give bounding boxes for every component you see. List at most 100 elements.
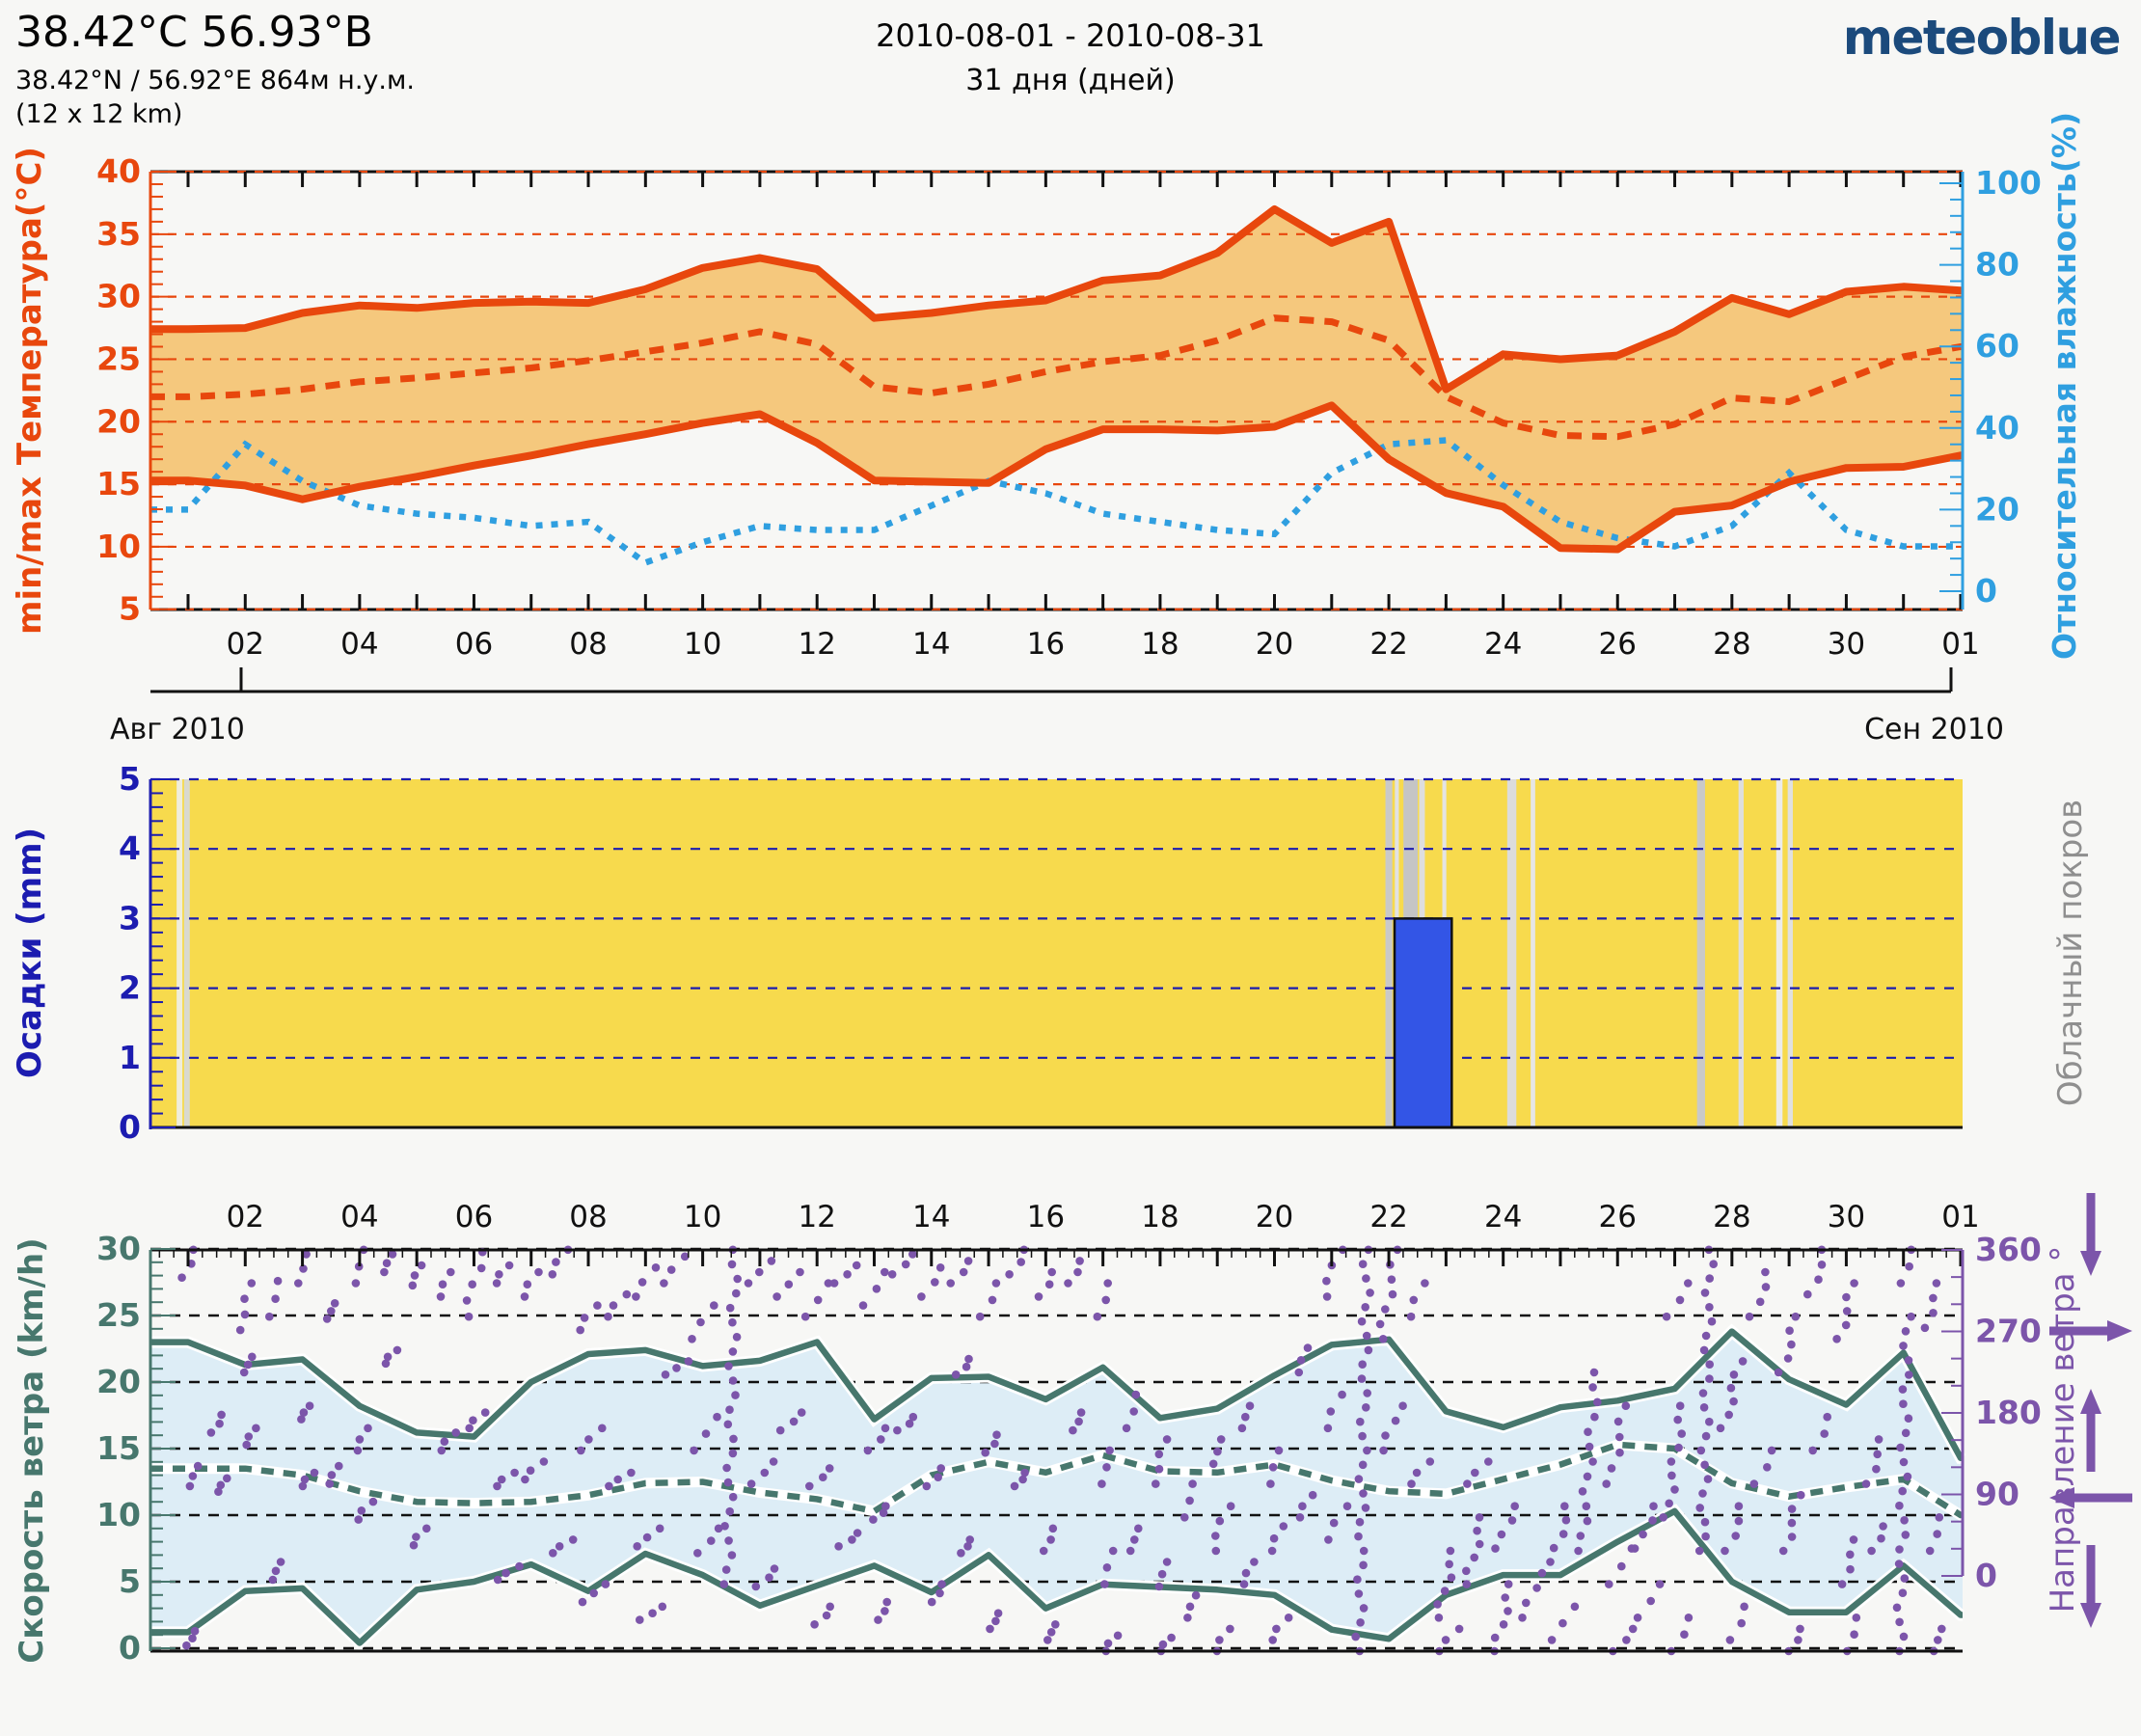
wind-direction-dot bbox=[381, 1359, 391, 1369]
wind-direction-dot bbox=[819, 1473, 827, 1481]
wind-direction-dot bbox=[881, 1424, 890, 1433]
wind-direction-dot bbox=[1895, 1617, 1904, 1627]
wind-direction-dot bbox=[775, 1425, 785, 1435]
header: 38.42°С 56.93°В 38.42°N / 56.92°E 864м н… bbox=[0, 0, 2141, 145]
wind-direction-dot bbox=[723, 1478, 733, 1487]
wind-direction-dot bbox=[1701, 1532, 1710, 1541]
wind-direction-dot bbox=[1226, 1624, 1234, 1634]
direction-arrow-up bbox=[2080, 1389, 2101, 1414]
wind-direction-dot bbox=[555, 1542, 564, 1551]
wind-direction-dot bbox=[1338, 1390, 1346, 1399]
temperature-band bbox=[150, 208, 1963, 550]
day-label: 14 bbox=[912, 1200, 950, 1234]
wind-direction-dot bbox=[1329, 1518, 1339, 1528]
grid-resolution: (12 x 12 km) bbox=[15, 99, 183, 129]
wind-direction-dot bbox=[767, 1257, 776, 1265]
wind-direction-dot bbox=[252, 1424, 260, 1433]
wind-direction-dot bbox=[1898, 1486, 1907, 1496]
wind-direction-dot bbox=[724, 1536, 733, 1545]
wind-direction-dot bbox=[577, 1446, 585, 1455]
wind-direction-dot bbox=[1583, 1516, 1592, 1526]
wind-direction-dot bbox=[469, 1416, 477, 1424]
wind-direction-dot bbox=[733, 1274, 742, 1284]
wind-direction-dot bbox=[1934, 1636, 1942, 1644]
wind-direction-dot bbox=[1699, 1403, 1709, 1412]
wind-direction-dot bbox=[1069, 1425, 1077, 1435]
wind-direction-dot bbox=[651, 1263, 661, 1272]
wind-direction-dot bbox=[568, 1535, 578, 1544]
wind-direction-dot bbox=[690, 1446, 698, 1455]
wind-direction-dot bbox=[1783, 1354, 1793, 1363]
wind-direction-dot bbox=[576, 1325, 584, 1335]
wind-direction-dot bbox=[300, 1475, 310, 1484]
direction-arrow-down bbox=[2080, 1603, 2101, 1628]
wind-direction-dot bbox=[408, 1281, 418, 1290]
wind-direction-dot bbox=[1211, 1546, 1221, 1556]
wind-direction-dot bbox=[908, 1250, 917, 1259]
wind-direction-dot bbox=[1391, 1416, 1400, 1425]
wind-direction-dot bbox=[796, 1267, 804, 1277]
wind-direction-dot bbox=[1272, 1624, 1281, 1634]
wind-direction-dot bbox=[848, 1535, 856, 1544]
precip-tick-label: 5 bbox=[119, 760, 141, 798]
cloudcover-axis-title: Облачный покров bbox=[2051, 800, 2090, 1106]
wind-direction-dot bbox=[935, 1263, 945, 1272]
wind-direction-dot bbox=[1518, 1614, 1527, 1622]
wind-direction-dot bbox=[1709, 1260, 1718, 1268]
wind-direction-dot bbox=[1628, 1624, 1638, 1634]
wind-direction-dot bbox=[1241, 1412, 1250, 1422]
wind-direction-dot bbox=[1185, 1496, 1194, 1505]
cloud-stripe bbox=[1787, 779, 1793, 1127]
wind-direction-dot bbox=[1607, 1464, 1616, 1473]
wind-direction-dot bbox=[731, 1391, 740, 1399]
wind-direction-dot bbox=[1362, 1403, 1370, 1412]
humidity-tick-label: 100 bbox=[1975, 164, 2042, 202]
wind-direction-dot bbox=[1183, 1614, 1192, 1622]
wind-direction-dot bbox=[182, 1641, 191, 1650]
wind-direction-dot bbox=[325, 1479, 335, 1488]
wind-direction-dot bbox=[1406, 1312, 1416, 1321]
wind-direction-dot bbox=[1745, 1312, 1754, 1321]
day-label: 04 bbox=[340, 627, 378, 662]
wind-direction-dot bbox=[1729, 1370, 1739, 1379]
wind-direction-dot bbox=[636, 1615, 644, 1624]
wind-direction-dot bbox=[1215, 1516, 1225, 1526]
wind-direction-dot bbox=[539, 1457, 549, 1466]
direction-axis-title: Направление ветра ° bbox=[2044, 1246, 2082, 1614]
meteoblue-logo[interactable]: meteoblue bbox=[1842, 10, 2122, 66]
wind-direction-dot bbox=[1699, 1345, 1709, 1355]
wind-direction-dot bbox=[438, 1280, 447, 1288]
wind-direction-dot bbox=[1154, 1450, 1164, 1459]
wind-direction-dot bbox=[1490, 1633, 1500, 1642]
wind-direction-dot bbox=[526, 1466, 535, 1475]
wind-direction-dot bbox=[299, 1264, 308, 1273]
period-block: 2010-08-01 - 2010-08-31 31 дня (дней) bbox=[876, 17, 1265, 97]
wind-direction-dot bbox=[1358, 1431, 1367, 1441]
wind-direction-dot bbox=[1245, 1401, 1255, 1410]
wind-direction-dot bbox=[1387, 1275, 1396, 1284]
wind-direction-dot bbox=[1761, 1267, 1770, 1277]
wind-direction-dot bbox=[1354, 1475, 1364, 1483]
wind-direction-dot bbox=[713, 1412, 721, 1422]
wind-direction-dot bbox=[1684, 1614, 1694, 1622]
wind-direction-dot bbox=[1375, 1319, 1385, 1329]
temp-tick-label: 10 bbox=[96, 528, 141, 565]
wind-direction-dot bbox=[447, 1267, 455, 1277]
wind-direction-dot bbox=[247, 1279, 257, 1288]
wind-direction-dot bbox=[1898, 1385, 1908, 1394]
wind-direction-dot bbox=[1684, 1279, 1693, 1288]
wind-direction-dot bbox=[1269, 1533, 1279, 1543]
wind-direction-dot bbox=[1904, 1414, 1913, 1423]
wind-direction-dot bbox=[746, 1479, 756, 1488]
wind-direction-dot bbox=[1100, 1580, 1109, 1588]
wind-direction-dot bbox=[609, 1301, 618, 1310]
wind-direction-dot bbox=[1675, 1401, 1685, 1410]
wind-direction-dot bbox=[1412, 1468, 1422, 1478]
wind-direction-dot bbox=[813, 1295, 823, 1305]
wind-direction-dot bbox=[1630, 1544, 1640, 1553]
wind-direction-dot bbox=[1570, 1602, 1580, 1612]
wind-direction-dot bbox=[1846, 1564, 1855, 1574]
wind-direction-dot bbox=[901, 1260, 910, 1269]
wind-direction-dot bbox=[963, 1257, 973, 1265]
wind-direction-dot bbox=[633, 1542, 641, 1551]
